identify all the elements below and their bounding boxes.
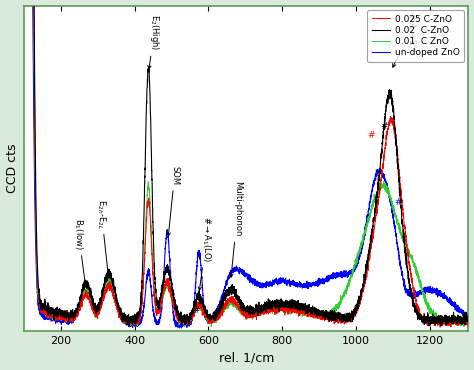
un-doped ZnO — [177, 326, 182, 330]
un-doped ZnO — [465, 315, 471, 320]
Text: #$\rightarrow$A$_1$(LO): #$\rightarrow$A$_1$(LO) — [198, 216, 212, 290]
0.02  C-ZnO — [438, 324, 444, 328]
un-doped ZnO — [452, 300, 458, 304]
Text: #: # — [367, 131, 374, 140]
X-axis label: rel. 1/cm: rel. 1/cm — [219, 352, 274, 364]
un-doped ZnO — [208, 320, 214, 324]
0.01  C ZnO — [452, 316, 458, 320]
0.025 C-ZnO — [465, 318, 471, 322]
Text: SOM: SOM — [167, 166, 179, 236]
Line: 0.02  C-ZnO: 0.02 C-ZnO — [24, 0, 468, 326]
0.01  C ZnO — [465, 322, 471, 327]
0.02  C-ZnO — [232, 287, 238, 292]
Line: 0.025 C-ZnO: 0.025 C-ZnO — [24, 0, 468, 327]
0.025 C-ZnO — [344, 316, 350, 321]
0.025 C-ZnO — [208, 318, 214, 323]
0.025 C-ZnO — [438, 325, 443, 329]
Text: Multi-phonon: Multi-phonon — [230, 181, 243, 277]
un-doped ZnO — [344, 270, 350, 275]
Text: E$_{2h}$-E$_{2L}$: E$_{2h}$-E$_{2L}$ — [95, 199, 110, 277]
Text: #: # — [395, 198, 402, 207]
Text: E$_2$(High): E$_2$(High) — [148, 14, 161, 69]
Legend: 0.025 C-ZnO, 0.02  C-ZnO, 0.01  C ZnO, un-doped ZnO: 0.025 C-ZnO, 0.02 C-ZnO, 0.01 C ZnO, un-… — [367, 10, 464, 62]
0.025 C-ZnO — [232, 301, 238, 305]
Y-axis label: CCD cts: CCD cts — [6, 144, 18, 193]
0.01  C ZnO — [208, 314, 214, 319]
0.01  C ZnO — [233, 303, 238, 307]
0.025 C-ZnO — [452, 319, 458, 323]
Text: # A$_1$+E$_2^2$: # A$_1$+E$_2^2$ — [393, 12, 419, 67]
0.02  C-ZnO — [452, 315, 458, 319]
0.02  C-ZnO — [465, 316, 471, 320]
0.025 C-ZnO — [211, 315, 217, 319]
0.02  C-ZnO — [430, 315, 436, 320]
un-doped ZnO — [212, 313, 218, 318]
Text: #: # — [380, 122, 387, 131]
0.01  C ZnO — [212, 316, 218, 320]
Text: #: # — [192, 306, 200, 314]
0.01  C ZnO — [182, 325, 187, 329]
un-doped ZnO — [430, 288, 436, 293]
0.025 C-ZnO — [430, 317, 436, 322]
Line: 0.01  C ZnO: 0.01 C ZnO — [24, 0, 468, 327]
0.02  C-ZnO — [211, 313, 217, 318]
Text: B$_1$(low): B$_1$(low) — [73, 218, 87, 286]
Line: un-doped ZnO: un-doped ZnO — [24, 0, 468, 328]
0.01  C ZnO — [430, 309, 436, 313]
un-doped ZnO — [233, 267, 238, 272]
0.02  C-ZnO — [344, 316, 350, 320]
0.01  C ZnO — [344, 286, 350, 290]
0.02  C-ZnO — [208, 317, 214, 322]
